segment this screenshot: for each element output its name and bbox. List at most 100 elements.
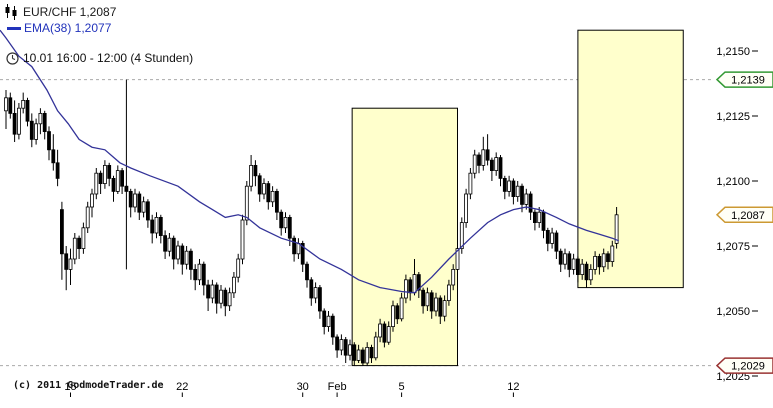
candle-body (339, 339, 344, 351)
timeframe-row: 10.01 16:00 - 12:00 (4 Stunden) (6, 51, 193, 65)
y-axis-label: 1,2150 (716, 46, 750, 58)
candle-body (571, 258, 576, 270)
candle-body (158, 216, 163, 236)
highlight-box (577, 29, 684, 289)
candle-body (214, 284, 219, 304)
x-axis-label: 5 (399, 381, 405, 393)
candle-body (576, 258, 580, 276)
candle-body (494, 157, 499, 172)
candle-body (593, 255, 597, 270)
highlight-box (351, 107, 458, 367)
candle-body (429, 292, 434, 312)
candle-body (507, 180, 512, 192)
candle-body (606, 253, 610, 263)
candle-body (240, 219, 245, 260)
candle-body (137, 193, 142, 213)
price-tag (715, 71, 773, 88)
candle-body (425, 292, 430, 307)
candle-body (94, 172, 99, 195)
candle-body (197, 263, 202, 281)
candle-body (111, 177, 116, 192)
candle-body (184, 250, 189, 265)
candle-body (446, 284, 451, 302)
candle-body (266, 183, 271, 203)
candle-body (313, 287, 318, 299)
candle-body (227, 292, 232, 307)
candle-body (520, 185, 524, 205)
candle-body (485, 149, 490, 161)
ema-line (0, 29, 620, 294)
candle-body (541, 211, 546, 231)
candle-body (145, 201, 150, 221)
candle-body (55, 162, 60, 179)
candle-body (236, 258, 241, 278)
candle-body (90, 193, 94, 208)
timeframe-label: 10.01 16:00 - 12:00 (4 Stunden) (23, 51, 194, 65)
price-tag-label: 1,2087 (731, 210, 765, 222)
candle-body (391, 305, 395, 327)
candle-body (150, 219, 155, 234)
candle-body (98, 172, 103, 184)
candle-body (558, 250, 563, 265)
candle-body (305, 263, 309, 281)
candle-body (528, 193, 533, 213)
candle-body (257, 175, 262, 195)
candle-body (51, 149, 56, 164)
candle-body (322, 310, 327, 328)
candle-body (167, 237, 172, 252)
candle-body (464, 193, 469, 224)
candle-body (300, 242, 305, 265)
candle-body (283, 216, 288, 229)
candle-body (231, 276, 236, 294)
candle-body (107, 164, 112, 179)
candle-body (382, 323, 387, 343)
candle-body (141, 201, 146, 213)
candle-body (253, 164, 258, 177)
candle-body (16, 107, 21, 135)
candle-body (438, 297, 443, 317)
candle-body (408, 279, 413, 294)
candle-body (386, 326, 391, 343)
y-axis-label: 1,2125 (716, 111, 750, 123)
x-axis-label: 15 (64, 381, 76, 393)
candle-body (4, 97, 8, 112)
candle-body (279, 211, 284, 229)
y-axis-label: 1,2050 (716, 306, 750, 318)
clock-icon (6, 51, 19, 65)
candle-body (545, 229, 550, 244)
candle-body (330, 315, 335, 338)
candle-body (343, 339, 348, 356)
candle-body (29, 120, 34, 140)
candle-body (378, 323, 383, 338)
candle-body (416, 274, 421, 291)
candle-body (317, 287, 322, 312)
candle-body (610, 245, 615, 263)
candle-body (412, 274, 417, 294)
x-axis-label: Feb (328, 381, 347, 393)
y-axis-label: 1,2025 (716, 371, 750, 383)
candle-body (219, 289, 223, 304)
candle-body (365, 346, 370, 364)
candle-body (34, 123, 38, 140)
candle-body (597, 255, 602, 268)
candle-body (489, 159, 494, 171)
candle-body (451, 268, 456, 286)
candle-body (25, 100, 30, 122)
candle-body (171, 237, 176, 260)
candlestick-icon (5, 4, 17, 20)
candle-body (537, 211, 542, 223)
candle-body (421, 289, 426, 307)
candle-body (434, 297, 438, 312)
candle-body (42, 113, 47, 133)
candle-body (550, 232, 554, 244)
candle-body (524, 193, 529, 205)
candle-body (468, 172, 473, 195)
candle-body (8, 97, 13, 114)
candle-body (188, 250, 193, 270)
candle-body (584, 263, 589, 281)
candle-body (511, 180, 516, 197)
candle-body (601, 253, 606, 268)
candle-body (395, 305, 400, 320)
candle-body (180, 245, 185, 265)
